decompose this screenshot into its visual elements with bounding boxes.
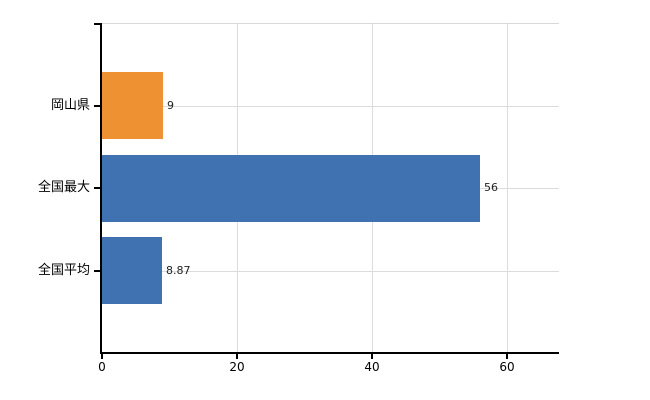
- y-axis-tick: [94, 187, 101, 189]
- x-axis-tick: [506, 354, 508, 359]
- x-axis-line: [100, 352, 559, 354]
- bar-value-label: 9: [167, 99, 174, 112]
- bar-1: [102, 155, 480, 222]
- category-label-0: 岡山県: [50, 98, 90, 113]
- x-tick-label-1: 20: [229, 360, 245, 374]
- bar-2: [102, 237, 162, 304]
- x-axis-tick: [101, 354, 103, 359]
- y-axis-tick: [94, 105, 101, 107]
- gridline-horizontal: [102, 106, 559, 107]
- x-axis-tick: [371, 354, 373, 359]
- gridline-horizontal: [102, 271, 559, 272]
- bar-value-label: 8.87: [166, 264, 191, 277]
- plot-top-border: [102, 23, 559, 24]
- bar-value-label: 56: [484, 181, 498, 194]
- y-axis-top-tick: [94, 23, 101, 25]
- y-axis-line: [100, 23, 102, 353]
- plot-area: 9 56 8.87: [102, 23, 559, 353]
- x-tick-label-3: 60: [499, 360, 515, 374]
- bar-0: [102, 72, 163, 139]
- x-tick-label-2: 40: [364, 360, 380, 374]
- x-tick-label-0: 0: [98, 360, 106, 374]
- x-axis-tick: [236, 354, 238, 359]
- category-label-2: 全国平均: [37, 263, 90, 278]
- y-axis-tick: [94, 270, 101, 272]
- category-label-1: 全国最大: [37, 180, 90, 195]
